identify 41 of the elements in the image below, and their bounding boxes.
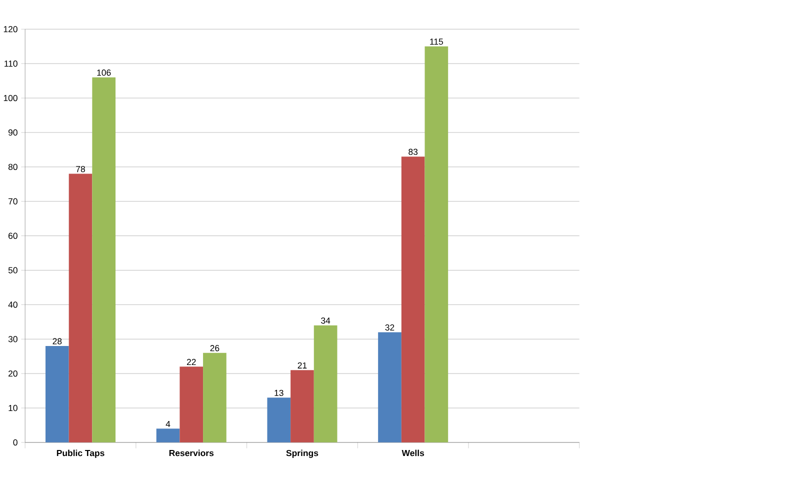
data-label: 78 [76, 166, 85, 172]
data-label: 13 [274, 390, 284, 396]
x-tick-label: Wells [402, 450, 424, 456]
y-tick-label: 60 [8, 232, 18, 239]
bar [314, 325, 338, 442]
data-label: 115 [430, 38, 443, 45]
bar [68, 174, 92, 442]
data-label: 26 [210, 344, 220, 352]
data-label: 21 [298, 362, 307, 368]
data-label: 28 [52, 338, 62, 344]
x-tick-label: Reserviors [169, 450, 214, 456]
x-tick-label: Public Taps [56, 450, 104, 458]
data-label: 32 [385, 324, 394, 330]
bar [203, 352, 226, 442]
y-tick-label: 120 [4, 26, 18, 32]
data-label: 22 [186, 358, 196, 365]
y-tick-label: 30 [8, 336, 18, 342]
data-label: 106 [97, 69, 111, 76]
y-tick-label: 10 [8, 404, 18, 411]
y-tick-label: 90 [8, 129, 18, 136]
bar [180, 366, 204, 442]
data-label: 4 [166, 420, 170, 427]
bar [46, 346, 69, 442]
y-tick-label: 50 [8, 266, 18, 274]
bar [92, 77, 116, 442]
y-tick-label: 100 [4, 94, 18, 101]
bar [424, 46, 448, 442]
y-tick-label: 70 [8, 198, 18, 204]
bar [156, 428, 180, 442]
bar [267, 397, 291, 442]
data-label: 83 [408, 148, 418, 155]
y-tick-label: 0 [13, 439, 18, 446]
x-tick-label: Springs [286, 450, 318, 458]
y-tick-label: 110 [4, 60, 18, 66]
y-tick-label: 40 [8, 301, 18, 308]
bar [401, 156, 425, 442]
y-tick-label: 80 [8, 164, 18, 170]
y-tick-label: 20 [8, 370, 18, 376]
bar [378, 332, 402, 442]
bar [290, 370, 314, 442]
data-label: 34 [321, 317, 330, 324]
